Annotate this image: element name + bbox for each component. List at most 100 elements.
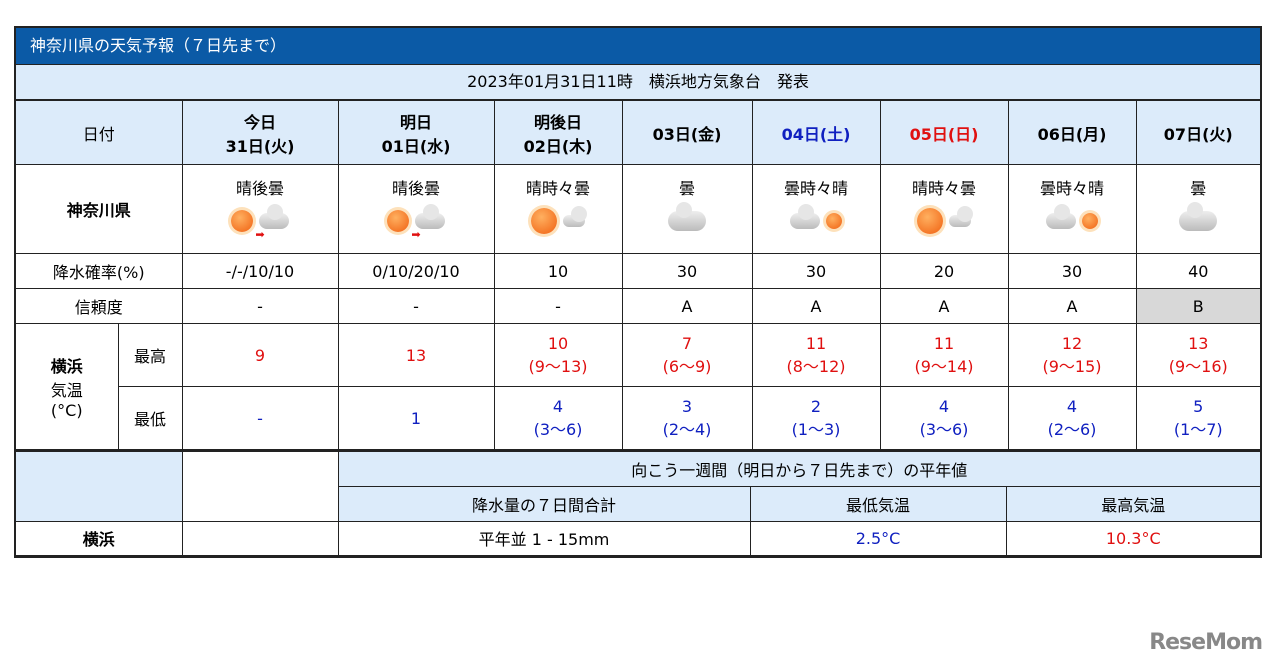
min-temp-range: (2〜6) — [1047, 419, 1097, 439]
temp-city: 横浜 — [50, 357, 83, 376]
cloud-icon — [790, 204, 821, 229]
max-temp: 13 — [1188, 333, 1209, 353]
min-temp-cell: 2 (1〜3) — [751, 386, 881, 450]
day-date: 04日(土) — [781, 124, 851, 144]
max-temp-range: (9〜13) — [528, 356, 588, 376]
max-temp-cell: 12 (9〜15) — [1007, 323, 1137, 387]
min-temp-cell: 5 (1〜7) — [1135, 386, 1260, 450]
temp-unit: (°C) — [50, 401, 83, 420]
weather-cell: 曇時々晴 — [751, 164, 881, 254]
temp-label: 横浜 気温 (°C) — [16, 323, 119, 450]
min-temp: 3 — [681, 396, 693, 416]
region-label: 神奈川県 — [16, 164, 183, 254]
weather-icon — [1137, 199, 1260, 243]
min-temp-range: (3〜6) — [533, 419, 583, 439]
forecast-table: 日付 今日 31日(火) 明日 01日(水) 明後日 02日(木) 03日(金) 04日(土) 0… — [16, 100, 1260, 450]
normals-heading: 向こう一週間（明日から７日先まで）の平年値 — [337, 450, 1260, 487]
min-temp-cell: 4 (2〜6) — [1007, 386, 1137, 450]
day-relative: 今日 — [244, 112, 277, 132]
min-temp: - — [257, 408, 263, 428]
precip-label: 降水量の７日間合計 — [338, 485, 751, 522]
pop-value: 40 — [1135, 253, 1260, 289]
pop-value: -/-/10/10 — [181, 253, 339, 289]
arrow-right-icon: ➡ — [411, 228, 421, 241]
cloud-icon — [259, 204, 290, 229]
reliability-label: 信頼度 — [16, 288, 183, 324]
min-temp: 5 — [1193, 396, 1204, 416]
min-temp-cell: 4 (3〜6) — [879, 386, 1009, 450]
min-temp: 4 — [938, 396, 950, 416]
sun-icon — [917, 208, 944, 234]
weather-cell: 晴時々曇 — [879, 164, 1009, 254]
normals-blank — [16, 450, 183, 522]
min-temp-cell: 1 — [337, 386, 495, 450]
weather-text: 曇時々晴 — [1040, 179, 1105, 198]
date-label: 日付 — [16, 100, 183, 165]
day-date: 07日(火) — [1163, 124, 1233, 144]
min-temp: 4 — [1066, 396, 1078, 416]
day-header: 07日(火) — [1135, 100, 1260, 165]
min-temp-range: (1〜3) — [791, 419, 841, 439]
day-relative: 明日 — [400, 112, 433, 132]
day-date: 01日(水) — [381, 136, 451, 156]
weather-cell: 晴後曇 ➡ — [337, 164, 495, 254]
max-temp-cell: 11 (9〜14) — [879, 323, 1009, 387]
min-label: 最低 — [118, 386, 183, 450]
forecast-panel: 神奈川県の天気予報（７日先まで） 2023年01月31日11時 横浜地方気象台 … — [14, 26, 1262, 558]
max-temp: 10 — [547, 333, 569, 353]
max-temp-range: (9〜15) — [1042, 356, 1102, 376]
pop-value: 10 — [493, 253, 623, 289]
day-header: 06日(月) — [1007, 100, 1137, 165]
reliability-value: - — [337, 288, 495, 324]
max-temp: 7 — [681, 333, 693, 353]
day-date: 31日(火) — [225, 136, 295, 156]
pop-label: 降水確率(%) — [16, 253, 183, 289]
reliability-value: A — [751, 288, 881, 324]
weather-text: 曇 — [679, 179, 696, 198]
weather-icon — [1009, 199, 1136, 243]
min-temp-cell: 3 (2〜4) — [621, 386, 753, 450]
day-header: 明日 01日(水) — [337, 100, 495, 165]
weather-text: 曇時々晴 — [784, 179, 849, 198]
min-temp-range: (2〜4) — [662, 419, 712, 439]
cloud-icon — [1179, 202, 1218, 231]
reliability-value: A — [621, 288, 753, 324]
arrow-right-icon: ➡ — [255, 228, 265, 241]
max-temp-cell: 9 — [181, 323, 339, 387]
sun-icon — [826, 213, 843, 229]
day-date: 05日(日) — [909, 124, 979, 144]
weather-text: 晴時々曇 — [912, 179, 977, 198]
max-label: 最高 — [117, 323, 183, 387]
weather-text: 晴時々曇 — [526, 179, 591, 198]
normals-blank-2 — [181, 450, 339, 522]
weather-text: 曇 — [1190, 179, 1207, 198]
cloud-icon — [563, 206, 588, 227]
min-temp-range: (1〜7) — [1173, 419, 1223, 439]
max-temp: 13 — [405, 345, 427, 365]
day-header: 03日(金) — [621, 100, 753, 165]
day-header: 明後日 02日(木) — [493, 100, 623, 165]
weather-icon: ➡ — [183, 199, 338, 243]
day-date: 03日(金) — [652, 124, 722, 144]
weather-icon — [623, 199, 752, 243]
min-temp: 4 — [552, 396, 564, 416]
weather-cell: 曇 — [621, 164, 753, 254]
min-temp-range: (3〜6) — [919, 419, 969, 439]
normals-table: 向こう一週間（明日から７日先まで）の平年値 降水量の７日間合計 最低気温 最高気… — [16, 450, 1260, 556]
pop-value: 20 — [879, 253, 1009, 289]
max-temp-cell: 10 (9〜13) — [493, 323, 623, 387]
pop-value: 30 — [1007, 253, 1137, 289]
normals-min: 2.5°C — [749, 520, 1007, 556]
weather-icon — [881, 199, 1008, 243]
max-temp-label: 最高気温 — [1005, 485, 1260, 522]
panel-title: 神奈川県の天気予報（７日先まで） — [16, 28, 1260, 65]
issued-time: 2023年01月31日11時 横浜地方気象台 発表 — [16, 65, 1260, 100]
weather-cell: 曇 — [1135, 164, 1260, 254]
weather-text: 晴後曇 — [392, 179, 441, 198]
min-temp: 1 — [410, 408, 422, 428]
max-temp: 12 — [1061, 333, 1083, 353]
weather-cell: 曇時々晴 — [1007, 164, 1137, 254]
resemom-logo: ReseMom — [1149, 630, 1263, 655]
sun-icon — [1082, 213, 1099, 229]
min-temp-label: 最低気温 — [749, 485, 1007, 522]
